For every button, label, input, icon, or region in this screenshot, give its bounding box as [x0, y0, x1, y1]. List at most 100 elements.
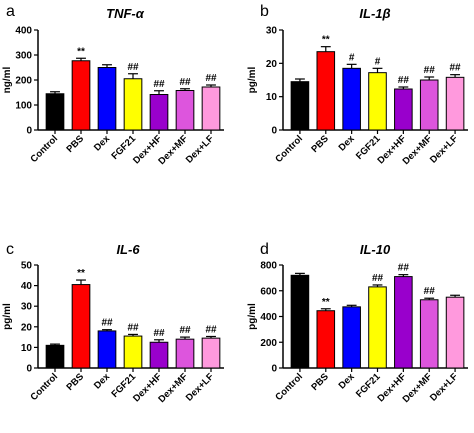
panel-a: a TNF-α 0 100 200 300 400 ng/ml Control ** PBS Dex #…: [2, 3, 224, 167]
bar-fgf21: [368, 72, 387, 131]
y-tick-label: 600: [260, 286, 277, 297]
significance-label: ##: [372, 273, 384, 284]
x-tick-label: Control: [28, 133, 60, 165]
bar-fgf21: [368, 286, 387, 369]
bar-dex-lf: [445, 76, 465, 131]
y-tick-label: 20: [21, 322, 33, 333]
bar-fgf21: [123, 78, 143, 131]
significance-label: ##: [101, 318, 113, 329]
bar-dex-mf: [175, 338, 195, 369]
x-tick-label: Dex+MF: [156, 371, 190, 405]
panel-letter: b: [260, 3, 269, 20]
bar-dex: [97, 330, 117, 369]
bar-fgf21: [123, 335, 143, 369]
x-tick-label: Control: [273, 371, 305, 403]
x-tick-label: Control: [28, 371, 60, 403]
chart-title: TNF-α: [106, 6, 145, 21]
significance-label: ##: [398, 263, 410, 274]
y-tick-label: 300: [15, 51, 32, 62]
bar-dex: [342, 67, 361, 131]
x-tick-label: Dex+LF: [428, 133, 460, 165]
x-tick-label: PBS: [309, 371, 331, 393]
y-tick-label: 30: [21, 302, 33, 313]
significance-label: ##: [398, 75, 410, 86]
y-tick-label: 0: [271, 364, 277, 375]
x-tick-label: Control: [273, 133, 305, 165]
bar-dex-hf: [394, 88, 413, 131]
panel-b: b IL-1β0102030pg/mlControl**PBS#Dex#FGF21…: [247, 3, 468, 167]
chart-title: IL-1β: [359, 6, 390, 21]
significance-label: ##: [179, 325, 191, 336]
y-tick-label: 400: [15, 26, 32, 37]
significance-label: ##: [424, 286, 436, 297]
y-axis-label: pg/ml: [2, 303, 13, 330]
panel-c: c IL-6 0 10 20 30 40 50 pg/ml Control ** PBS ## Dex ##…: [2, 241, 224, 405]
x-tick-label: PBS: [65, 371, 87, 393]
panel-letter: c: [6, 241, 14, 258]
x-tick-label: Dex+MF: [401, 133, 435, 167]
bar-control: [290, 274, 310, 369]
significance-label: ##: [450, 63, 462, 74]
significance-label: ##: [127, 322, 139, 333]
significance-label: ##: [127, 62, 139, 73]
y-tick-label: 10: [21, 343, 33, 354]
bar-dex-mf: [175, 90, 195, 131]
x-tick-label: Dex: [92, 371, 113, 392]
x-tick-label: PBS: [65, 133, 87, 155]
significance-label: **: [77, 268, 85, 279]
bar-control: [45, 93, 65, 131]
bar-pbs: [71, 60, 91, 131]
bar-dex-hf: [394, 276, 413, 369]
chart-title: IL-6: [116, 242, 140, 257]
x-tick-label: Dex+MF: [156, 133, 190, 167]
x-tick-label: PBS: [309, 133, 331, 155]
x-tick-label: Dex+LF: [184, 133, 216, 165]
significance-label: ##: [179, 77, 191, 88]
significance-label: #: [375, 56, 381, 67]
significance-label: #: [349, 52, 355, 63]
bar-dex-hf: [149, 94, 169, 131]
significance-label: ##: [153, 79, 165, 90]
x-tick-label: Dex: [92, 133, 113, 154]
bar-dex-lf: [201, 337, 221, 369]
x-tick-label: Dex+LF: [184, 371, 216, 403]
bar-control: [290, 81, 310, 131]
significance-label: ##: [205, 73, 217, 84]
significance-label: ##: [153, 328, 165, 339]
x-tick-label: Dex+MF: [401, 371, 435, 405]
bar-dex-lf: [445, 296, 465, 369]
significance-label: **: [322, 297, 330, 308]
y-tick-label: 100: [15, 101, 32, 112]
panel-letter: d: [260, 241, 269, 258]
y-tick-label: 10: [266, 92, 278, 103]
y-tick-label: 400: [260, 312, 277, 323]
y-tick-label: 0: [26, 364, 32, 375]
y-tick-label: 40: [21, 281, 33, 292]
panel-d: d IL-10 0 200 400 600 800 pg/ml Control ** PBS Dex #…: [247, 241, 468, 405]
bar-dex-mf: [419, 79, 439, 131]
y-tick-label: 20: [266, 59, 278, 70]
significance-label: ##: [424, 65, 436, 76]
y-tick-label: 200: [260, 338, 277, 349]
bar-dex: [342, 306, 361, 369]
bar-pbs: [71, 284, 91, 369]
y-tick-label: 0: [26, 126, 32, 137]
bar-control: [45, 344, 65, 369]
chart-title: IL-10: [360, 242, 391, 257]
significance-label: **: [77, 46, 85, 57]
x-tick-label: Dex: [337, 371, 358, 392]
y-tick-label: 0: [271, 126, 277, 137]
bar-dex-lf: [201, 86, 221, 131]
y-axis-label: ng/ml: [2, 66, 13, 93]
y-tick-label: 800: [260, 261, 277, 272]
bar-dex-mf: [419, 299, 439, 369]
bar-dex-hf: [149, 341, 169, 369]
x-tick-label: Dex: [337, 133, 358, 154]
x-tick-label: Dex+LF: [428, 371, 460, 403]
y-axis-label: pg/ml: [247, 66, 258, 93]
y-tick-label: 30: [266, 26, 278, 37]
bar-pbs: [316, 310, 336, 369]
panel-letter: a: [6, 3, 15, 20]
y-tick-label: 200: [15, 76, 32, 87]
